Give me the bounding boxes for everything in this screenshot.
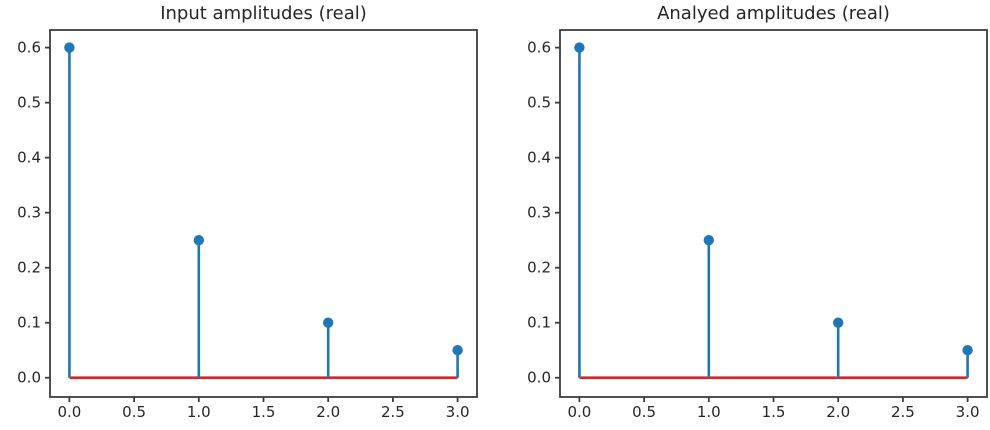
y-tick-label: 0.2 <box>17 259 41 277</box>
axes-frame <box>49 29 478 398</box>
stem-marker <box>703 234 715 246</box>
y-tick-label: 0.6 <box>527 39 551 57</box>
x-tick-label: 2.5 <box>891 403 915 421</box>
x-tick-label: 1.0 <box>697 403 721 421</box>
stem-marker <box>962 345 973 356</box>
x-tick-label: 0.5 <box>632 403 656 421</box>
stem-marker <box>322 317 334 328</box>
x-tick-label: 2.5 <box>381 403 405 421</box>
x-tick-label: 0.0 <box>57 403 81 421</box>
y-tick-label: 0.1 <box>17 314 41 332</box>
axes-frame <box>559 29 988 398</box>
y-tick-label: 0.5 <box>17 94 41 112</box>
x-tick-label: 0.5 <box>122 403 146 421</box>
right-plot-title: Analyed amplitudes (real) <box>657 3 890 24</box>
y-tick-label: 0.4 <box>527 149 551 167</box>
y-tick-label: 0.2 <box>527 259 551 277</box>
x-tick-label: 2.0 <box>316 403 340 421</box>
x-tick-label: 1.0 <box>187 403 211 421</box>
y-tick-label: 0.1 <box>527 314 551 332</box>
y-tick-label: 0.3 <box>17 204 41 222</box>
left-plot-title: Input amplitudes (real) <box>160 3 367 24</box>
y-tick-label: 0.0 <box>17 369 41 387</box>
y-tick-label: 0.0 <box>527 369 551 387</box>
y-tick-label: 0.6 <box>17 39 41 57</box>
x-tick-label: 1.5 <box>762 403 786 421</box>
stem-marker <box>452 345 463 356</box>
x-tick-label: 0.0 <box>567 403 591 421</box>
y-tick-label: 0.3 <box>527 204 551 222</box>
stem-marker <box>832 317 844 328</box>
stem-marker <box>574 42 585 53</box>
x-tick-label: 3.0 <box>956 403 980 421</box>
x-tick-label: 2.0 <box>826 403 850 421</box>
y-tick-label: 0.4 <box>17 149 41 167</box>
stem-marker <box>64 42 75 53</box>
x-tick-label: 3.0 <box>446 403 470 421</box>
x-tick-label: 1.5 <box>252 403 276 421</box>
stem-marker <box>193 234 205 246</box>
y-tick-label: 0.5 <box>527 94 551 112</box>
